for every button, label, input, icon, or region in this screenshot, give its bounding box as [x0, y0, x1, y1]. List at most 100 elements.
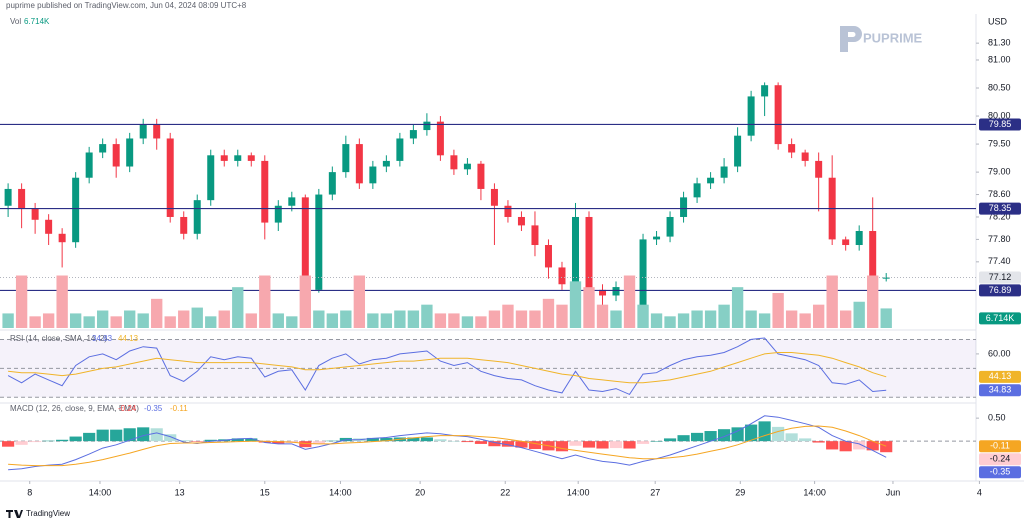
panel-header-value: -0.11	[170, 404, 188, 413]
indicator-last-label-box	[979, 384, 1021, 397]
volume-bar	[96, 310, 109, 328]
macd-histogram-bar	[731, 427, 744, 442]
volume-bar	[259, 275, 271, 328]
macd-histogram-bar	[812, 441, 825, 443]
volume-bar	[124, 310, 136, 328]
candle-body	[274, 205, 282, 223]
candle-body	[693, 183, 701, 198]
macd-histogram-bar	[380, 437, 393, 442]
volume-bar	[880, 308, 892, 328]
volume-bar	[867, 275, 879, 328]
footer-logo	[6, 510, 23, 518]
panel-title: RSI (14, close, SMA, 14, 2)	[10, 334, 107, 343]
volume-bar	[596, 304, 609, 328]
volume-bar	[205, 316, 217, 328]
volume-bar	[83, 316, 95, 328]
y-tick-label: 81.30	[988, 38, 1011, 48]
indicator-last-label-box	[979, 370, 1021, 383]
volume-bar	[623, 275, 636, 328]
indicator-last-label: -0.11	[990, 441, 1010, 451]
candle-body	[180, 216, 188, 234]
macd-histogram-bar	[56, 439, 69, 442]
volume-bar	[69, 313, 82, 328]
indicator-last-label: -0.24	[990, 454, 1011, 464]
volume-bar	[758, 313, 771, 328]
macd-histogram-bar	[191, 441, 204, 442]
candle-body	[612, 287, 620, 296]
panel-header-value: -0.24	[118, 404, 137, 413]
volume-bar	[785, 310, 798, 328]
candle-body	[815, 160, 823, 178]
y-tick-label: 79.00	[988, 166, 1011, 176]
candle-body	[139, 124, 147, 139]
volume-bar	[367, 313, 379, 328]
indicator-last-label-box	[979, 440, 1021, 453]
volume-bar	[556, 304, 568, 328]
candle-body	[531, 225, 539, 246]
macd-histogram-bar	[704, 431, 717, 442]
candle-body	[761, 85, 769, 97]
macd-histogram-bar	[474, 441, 488, 444]
candle-body	[220, 155, 228, 161]
header: puprime published on TradingView.com, Ju…	[6, 1, 247, 10]
volume-bar	[677, 313, 690, 328]
candle-body	[58, 233, 66, 243]
volume-bar	[421, 304, 433, 328]
candle-body	[342, 144, 350, 173]
macd-histogram-bar	[326, 440, 339, 442]
macd-histogram-bar	[123, 428, 136, 442]
volume-bar	[826, 275, 838, 328]
level-label-box	[979, 284, 1021, 297]
macd-histogram-bar	[488, 441, 501, 447]
macd-histogram-bar	[609, 441, 623, 449]
indicator-last-label: -0.35	[990, 467, 1011, 477]
level-label: 76.89	[989, 285, 1012, 295]
y-tick-label: 77.80	[988, 234, 1011, 244]
logo-icon	[840, 26, 862, 52]
volume-bar	[488, 310, 501, 328]
macd-histogram-bar	[29, 441, 42, 443]
candle-body	[585, 216, 593, 290]
volume-bar	[151, 298, 163, 328]
candle-body	[666, 216, 674, 237]
x-tick-label: 29	[735, 487, 745, 497]
y-tick-label: 79.50	[988, 138, 1011, 148]
panel-header-value: 44.13	[118, 334, 139, 343]
macd-histogram-bar	[785, 433, 798, 442]
volume-bar	[164, 316, 176, 328]
macd-histogram-bar	[528, 441, 542, 449]
candle-body	[355, 144, 363, 184]
volume-bar	[353, 275, 366, 328]
macd-histogram-bar	[636, 441, 650, 444]
macd-histogram-bar	[245, 438, 258, 442]
macd-histogram-bar	[677, 435, 690, 442]
candle-body	[882, 277, 890, 279]
macd-histogram-bar	[96, 429, 109, 442]
macd-histogram-bar	[272, 441, 285, 444]
macd-histogram-bar	[83, 432, 96, 442]
candle-body	[734, 135, 742, 167]
indicator-last-label: 34.83	[989, 385, 1012, 395]
candle-body	[774, 85, 782, 145]
macd-histogram-bar	[772, 426, 785, 442]
currency-label: USD	[988, 16, 1008, 26]
indicator-line	[8, 415, 887, 471]
macd-histogram-bar	[366, 437, 379, 442]
macd-histogram-bar	[866, 441, 879, 451]
macd-histogram-bar	[2, 441, 15, 447]
candle-body	[31, 208, 39, 220]
candle-body	[153, 124, 161, 139]
y-tick-label: 78.20	[988, 211, 1011, 221]
footer: TradingView	[6, 509, 70, 518]
indicator-line	[8, 425, 887, 467]
volume-bar	[29, 316, 41, 328]
volume-title: Vol	[10, 17, 21, 26]
volume-bar	[56, 275, 68, 328]
candle-body	[842, 239, 850, 246]
x-tick-label: 13	[175, 487, 185, 497]
volume-bar	[272, 313, 284, 328]
candle-body	[382, 160, 390, 167]
candle-body	[85, 152, 93, 178]
volume-bar	[299, 275, 311, 328]
